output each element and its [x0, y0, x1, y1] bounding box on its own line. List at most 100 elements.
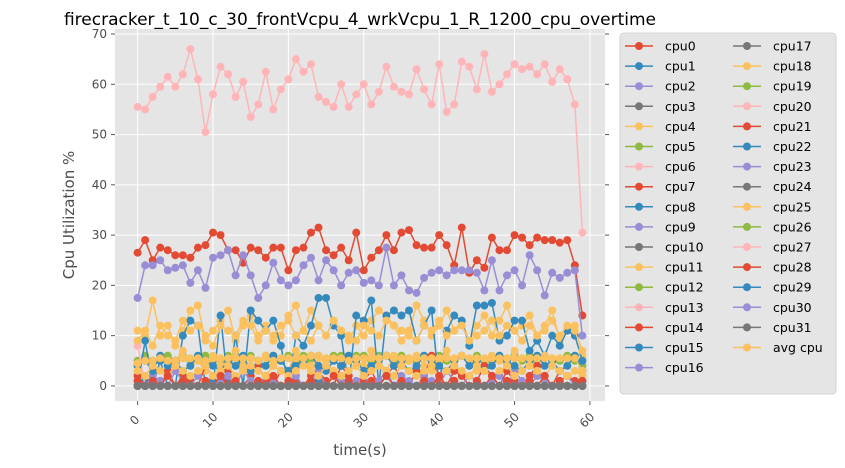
- data-point: [495, 381, 504, 390]
- data-point: [163, 321, 172, 330]
- data-point: [420, 366, 429, 375]
- data-point: [548, 316, 557, 325]
- y-tick-label: 0: [99, 379, 107, 393]
- data-point: [503, 361, 511, 370]
- data-point: [503, 301, 511, 310]
- data-point: [216, 62, 225, 71]
- data-point: [178, 346, 187, 355]
- data-point: [540, 354, 549, 363]
- data-point: [412, 336, 421, 345]
- series-cpu31: [133, 381, 587, 390]
- data-point: [291, 366, 300, 375]
- data-point: [518, 316, 527, 325]
- data-point: [156, 354, 165, 363]
- y-axis-label: Cpu Utilization %: [60, 151, 78, 279]
- data-point: [156, 321, 165, 330]
- data-point: [178, 354, 187, 363]
- data-point: [420, 321, 429, 330]
- data-point: [442, 271, 451, 280]
- data-point: [239, 381, 248, 390]
- data-point: [186, 371, 195, 380]
- data-point: [367, 253, 376, 262]
- data-point: [435, 60, 444, 69]
- data-point: [435, 381, 444, 390]
- data-point: [344, 102, 353, 111]
- data-point: [254, 356, 263, 365]
- data-point: [269, 371, 278, 380]
- legend-item: cpu29: [733, 280, 812, 295]
- data-point: [314, 354, 323, 363]
- data-point: [314, 321, 323, 330]
- data-point: [472, 331, 481, 340]
- data-point: [148, 92, 157, 101]
- legend-label: cpu15: [665, 340, 704, 355]
- data-point: [209, 326, 217, 335]
- data-point: [322, 354, 331, 363]
- legend-label: cpu22: [773, 139, 812, 154]
- data-point: [148, 381, 157, 390]
- data-point: [465, 381, 474, 390]
- data-point: [337, 354, 346, 363]
- legend-swatch-marker: [743, 202, 751, 211]
- data-point: [442, 306, 451, 315]
- data-point: [141, 236, 150, 245]
- legend-label: cpu7: [665, 179, 696, 194]
- data-point: [540, 326, 549, 335]
- data-point: [284, 316, 293, 325]
- data-point: [246, 381, 255, 390]
- data-point: [503, 246, 511, 255]
- data-point: [427, 100, 436, 109]
- data-point: [495, 366, 504, 375]
- data-point: [299, 67, 308, 76]
- data-point: [397, 336, 406, 345]
- data-point: [216, 251, 225, 260]
- data-point: [141, 356, 150, 365]
- y-tick-label: 30: [92, 228, 107, 242]
- data-point: [412, 301, 421, 310]
- data-point: [570, 366, 579, 375]
- data-point: [133, 102, 142, 111]
- data-point: [510, 346, 519, 355]
- data-point: [397, 381, 406, 390]
- legend-item: cpu9: [625, 219, 696, 234]
- data-point: [533, 366, 542, 375]
- data-point: [276, 276, 285, 285]
- data-point: [254, 100, 263, 109]
- data-point: [322, 361, 331, 370]
- y-tick-label: 50: [92, 128, 107, 142]
- data-point: [201, 356, 210, 365]
- data-point: [193, 366, 202, 375]
- legend-label: cpu9: [665, 219, 696, 234]
- legend-label: cpu25: [773, 199, 812, 214]
- data-point: [427, 354, 436, 363]
- data-point: [405, 226, 413, 235]
- data-point: [397, 326, 406, 335]
- data-point: [382, 371, 391, 380]
- data-point: [487, 298, 496, 307]
- data-point: [548, 381, 557, 390]
- data-point: [178, 70, 187, 79]
- data-point: [457, 351, 466, 360]
- data-point: [555, 331, 564, 340]
- data-point: [178, 366, 187, 375]
- legend-swatch-marker: [635, 263, 643, 272]
- legend-swatch-marker: [743, 82, 751, 91]
- legend-item: cpu12: [625, 280, 704, 295]
- data-point: [525, 241, 534, 250]
- data-point: [276, 341, 285, 350]
- legend-label: cpu17: [773, 39, 812, 54]
- data-point: [314, 276, 323, 285]
- legend-item: cpu1: [625, 59, 696, 74]
- legend-item: cpu27: [733, 240, 812, 255]
- data-point: [495, 286, 504, 295]
- data-point: [329, 102, 338, 111]
- data-point: [231, 271, 240, 280]
- data-point: [427, 306, 436, 315]
- data-point: [450, 326, 459, 335]
- data-point: [382, 351, 391, 360]
- data-point: [163, 72, 172, 81]
- data-point: [480, 381, 489, 390]
- data-point: [216, 371, 225, 380]
- data-point: [435, 371, 444, 380]
- data-point: [389, 321, 398, 330]
